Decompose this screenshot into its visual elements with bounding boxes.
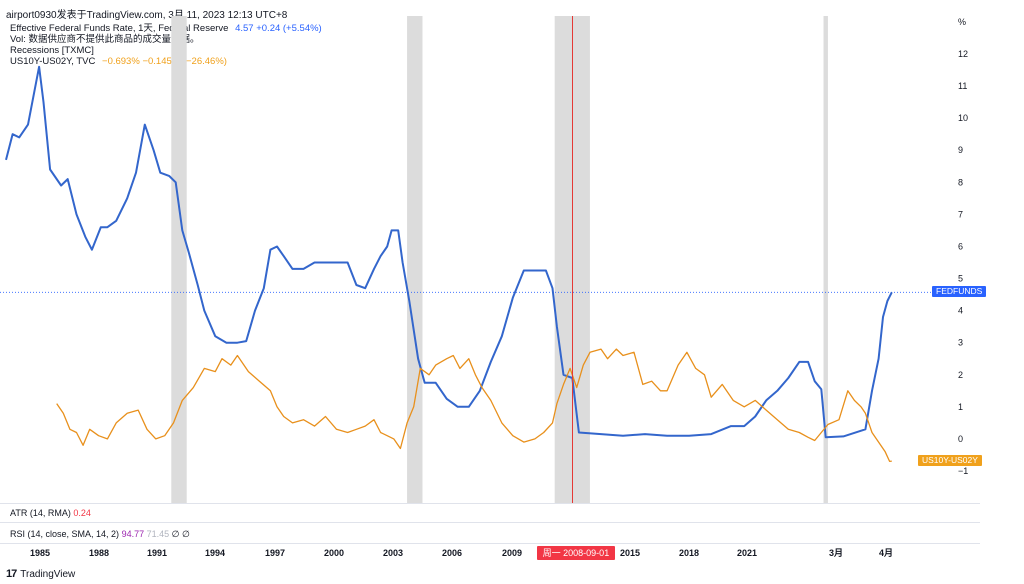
recession-band-2: [407, 16, 423, 503]
y-tick-label: 2: [958, 370, 963, 380]
series-line-fedfunds: [5, 65, 893, 439]
x-tick-label: 4月: [879, 548, 893, 558]
pane-separator-axis[interactable]: [0, 543, 980, 544]
y-tick-label: 8: [958, 177, 963, 187]
recession-band-1: [171, 16, 187, 503]
spread-price-tag: US10Y-US02Y: [918, 455, 982, 467]
rsi-indicator-label[interactable]: RSI (14, close, SMA, 14, 2) 94.77 71.45 …: [10, 529, 190, 540]
atr-indicator-label[interactable]: ATR (14, RMA) 0.24: [10, 508, 91, 518]
x-tick-label: 2018: [679, 548, 699, 558]
legend-fed-change: +0.24 (+5.54%): [256, 23, 322, 34]
crosshair-line: [571, 16, 573, 503]
x-tick-label: 1991: [147, 548, 167, 558]
fedfunds-price-tag: FEDFUNDS: [932, 286, 987, 298]
y-tick-label: 9: [958, 145, 963, 155]
pane-separator-atr[interactable]: [0, 503, 980, 504]
x-tick-label: 1994: [205, 548, 225, 558]
pane-separator-rsi[interactable]: [0, 522, 980, 523]
atr-value: 0.24: [73, 508, 91, 518]
series-line-us10y-us02y: [56, 348, 892, 463]
x-tick-label: 2021: [737, 548, 757, 558]
rsi-empty-values: ∅ ∅: [171, 529, 190, 539]
rsi-value: 94.77: [121, 529, 145, 539]
y-tick-label: 3: [958, 338, 963, 348]
legend-spread-name: US10Y-US02Y, TVC: [10, 56, 96, 67]
y-tick-label: 10: [958, 113, 968, 123]
legend-volume[interactable]: Vol: 数据供应商不提供此商品的成交量数据。: [10, 34, 200, 45]
recession-bands: [171, 16, 828, 503]
tradingview-brand[interactable]: 17 TradingView: [6, 568, 75, 580]
legend-spread-value: −0.693%: [102, 56, 140, 67]
brand-name: TradingView: [20, 568, 76, 580]
legend-recessions[interactable]: Recessions [TXMC]: [10, 45, 94, 56]
atr-name: ATR (14, RMA): [10, 508, 71, 518]
x-tick-label: 2000: [324, 548, 344, 558]
y-tick-label: 1: [958, 402, 963, 412]
y-tick-label: 7: [958, 209, 963, 219]
x-tick-label: 2015: [620, 548, 640, 558]
x-tick-label: 2009: [502, 548, 522, 558]
y-tick-label: %: [958, 17, 966, 27]
legend-fed-funds[interactable]: Effective Federal Funds Rate, 1天, Federa…: [10, 23, 322, 34]
y-tick-label: 5: [958, 274, 963, 284]
x-axis: 1985198819911994199720002003200620092012…: [30, 548, 893, 558]
legend-fed-value: 4.57: [235, 23, 254, 34]
y-tick-label: −1: [958, 466, 968, 476]
y-tick-label: 12: [958, 49, 968, 59]
crosshair-date-label: 周一 2008-09-01: [536, 546, 616, 560]
x-tick-label: 2006: [442, 548, 462, 558]
attribution: airport0930发表于TradingView.com, 3月 11, 20…: [6, 10, 288, 21]
y-tick-label: 0: [958, 434, 963, 444]
rsi-ma-value: 71.45: [146, 529, 170, 539]
x-tick-label: 1985: [30, 548, 50, 558]
series-layer: [5, 65, 893, 463]
legend-fed-name: Effective Federal Funds Rate, 1天, Federa…: [10, 23, 229, 34]
x-tick-label: 1988: [89, 548, 109, 558]
rsi-name: RSI (14, close, SMA, 14, 2): [10, 529, 120, 539]
x-tick-label: 1997: [265, 548, 285, 558]
y-tick-label: 11: [958, 81, 967, 91]
x-tick-label: 2003: [383, 548, 403, 558]
recession-band-4: [823, 16, 828, 503]
y-tick-label: 6: [958, 241, 963, 251]
tradingview-logo-icon: 17: [6, 568, 17, 580]
y-tick-label: 4: [958, 306, 963, 316]
x-tick-label: 3月: [829, 548, 843, 558]
